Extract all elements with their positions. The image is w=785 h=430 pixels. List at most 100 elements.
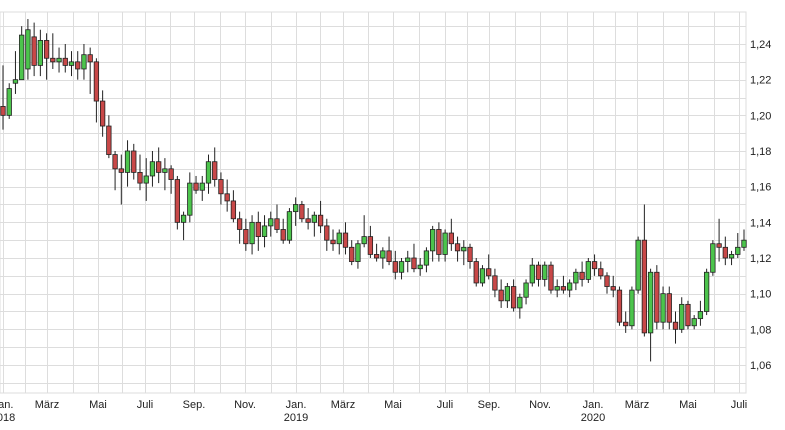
candle-body-up (81, 54, 87, 70)
candle (685, 300, 691, 330)
candle (342, 222, 349, 255)
y-tick-label: 1,24 (750, 39, 771, 51)
candle (37, 29, 44, 77)
candle (168, 165, 174, 194)
candle (660, 286, 666, 330)
candle (442, 229, 448, 262)
candle (156, 147, 162, 184)
candle (230, 190, 237, 223)
candle (299, 200, 305, 223)
candle (6, 83, 12, 119)
candle-body-up (355, 243, 361, 262)
candle-body-up (542, 264, 548, 280)
candle (87, 47, 93, 94)
candle (243, 218, 249, 251)
candle-body-up (697, 311, 704, 320)
candle (236, 211, 243, 244)
candle (616, 286, 623, 326)
candle (523, 279, 529, 305)
candle-body-down (436, 229, 442, 255)
candle (162, 158, 168, 191)
candle-body-down (342, 232, 349, 248)
candle (548, 261, 554, 294)
candle-body-down (467, 246, 473, 262)
y-tick-label: 1,14 (750, 217, 771, 229)
candle-body-up (124, 150, 131, 173)
candle-body-down (168, 168, 174, 180)
candle (68, 51, 75, 77)
candle-body-down (112, 154, 118, 170)
candle (467, 243, 473, 269)
candle-body-up (293, 204, 299, 213)
candle (224, 179, 230, 212)
x-tick-label: Mai (384, 399, 402, 411)
y-tick-label: 1,18 (750, 146, 771, 158)
candle (741, 229, 747, 251)
candle (579, 261, 585, 287)
candle (417, 258, 423, 276)
candle (411, 243, 417, 273)
candle-body-up (199, 182, 205, 191)
candle (610, 275, 616, 298)
candle-body-up (19, 34, 25, 81)
candle-body-down (43, 40, 50, 59)
candle-body-down (131, 150, 137, 173)
candle (430, 225, 436, 262)
candle (25, 19, 31, 80)
candle (722, 236, 728, 266)
x-tick-label: Jan. (286, 399, 307, 411)
candle (361, 215, 367, 248)
candle-body-down (99, 100, 106, 127)
y-tick-label: 1,22 (750, 75, 771, 87)
candle-body-up (735, 246, 741, 255)
candle-body-down (317, 214, 324, 227)
candle (703, 268, 710, 316)
candle-body-down (255, 221, 261, 237)
candle-body-down (156, 161, 162, 173)
candle (367, 225, 374, 258)
plot-frame (0, 11, 747, 394)
candle-body-up (336, 232, 342, 245)
candle-body-down (473, 261, 479, 284)
y-tick-label: 1,10 (750, 289, 771, 301)
candle (137, 154, 143, 191)
candle (43, 33, 50, 80)
candle (50, 33, 56, 69)
x-tick-label: Sep. (183, 399, 206, 411)
candle-body-up (25, 29, 31, 70)
candle (293, 197, 299, 226)
candle-body-up (703, 271, 710, 312)
y-tick-label: 1,12 (750, 253, 771, 265)
candle (380, 247, 386, 269)
x-tick-label: Nov. (529, 399, 551, 411)
candle (180, 211, 187, 241)
x-tick-label: Jan. (583, 399, 604, 411)
y-axis-ticks: 1,06 1,08 1,10 1,12 1,14 1,16 1,18 1,20 1,22 1,24 (750, 39, 771, 372)
candle-body-down (486, 268, 492, 277)
candle (349, 240, 355, 266)
candle (274, 204, 280, 234)
x-tick-label: März (331, 399, 355, 411)
candle-body-down (591, 261, 598, 270)
candle-body-down (93, 61, 100, 102)
candle-body-down (616, 289, 623, 323)
candle (81, 44, 87, 80)
candle-body-up (504, 286, 511, 302)
candle-body-down (623, 321, 629, 327)
candle (199, 175, 205, 201)
candle (112, 151, 118, 191)
candle (535, 261, 542, 287)
candle (330, 229, 336, 251)
candle-body-up (149, 161, 156, 177)
candle (212, 147, 218, 187)
candle-body-down (654, 271, 660, 323)
candle-body-up (442, 232, 448, 255)
candle (280, 218, 286, 244)
candle (473, 258, 479, 287)
candle (710, 240, 716, 276)
candle (560, 275, 567, 294)
candle-body-up (635, 239, 641, 291)
candle (498, 279, 504, 308)
candle-body-down (598, 268, 604, 277)
candle-body-up (380, 250, 386, 259)
